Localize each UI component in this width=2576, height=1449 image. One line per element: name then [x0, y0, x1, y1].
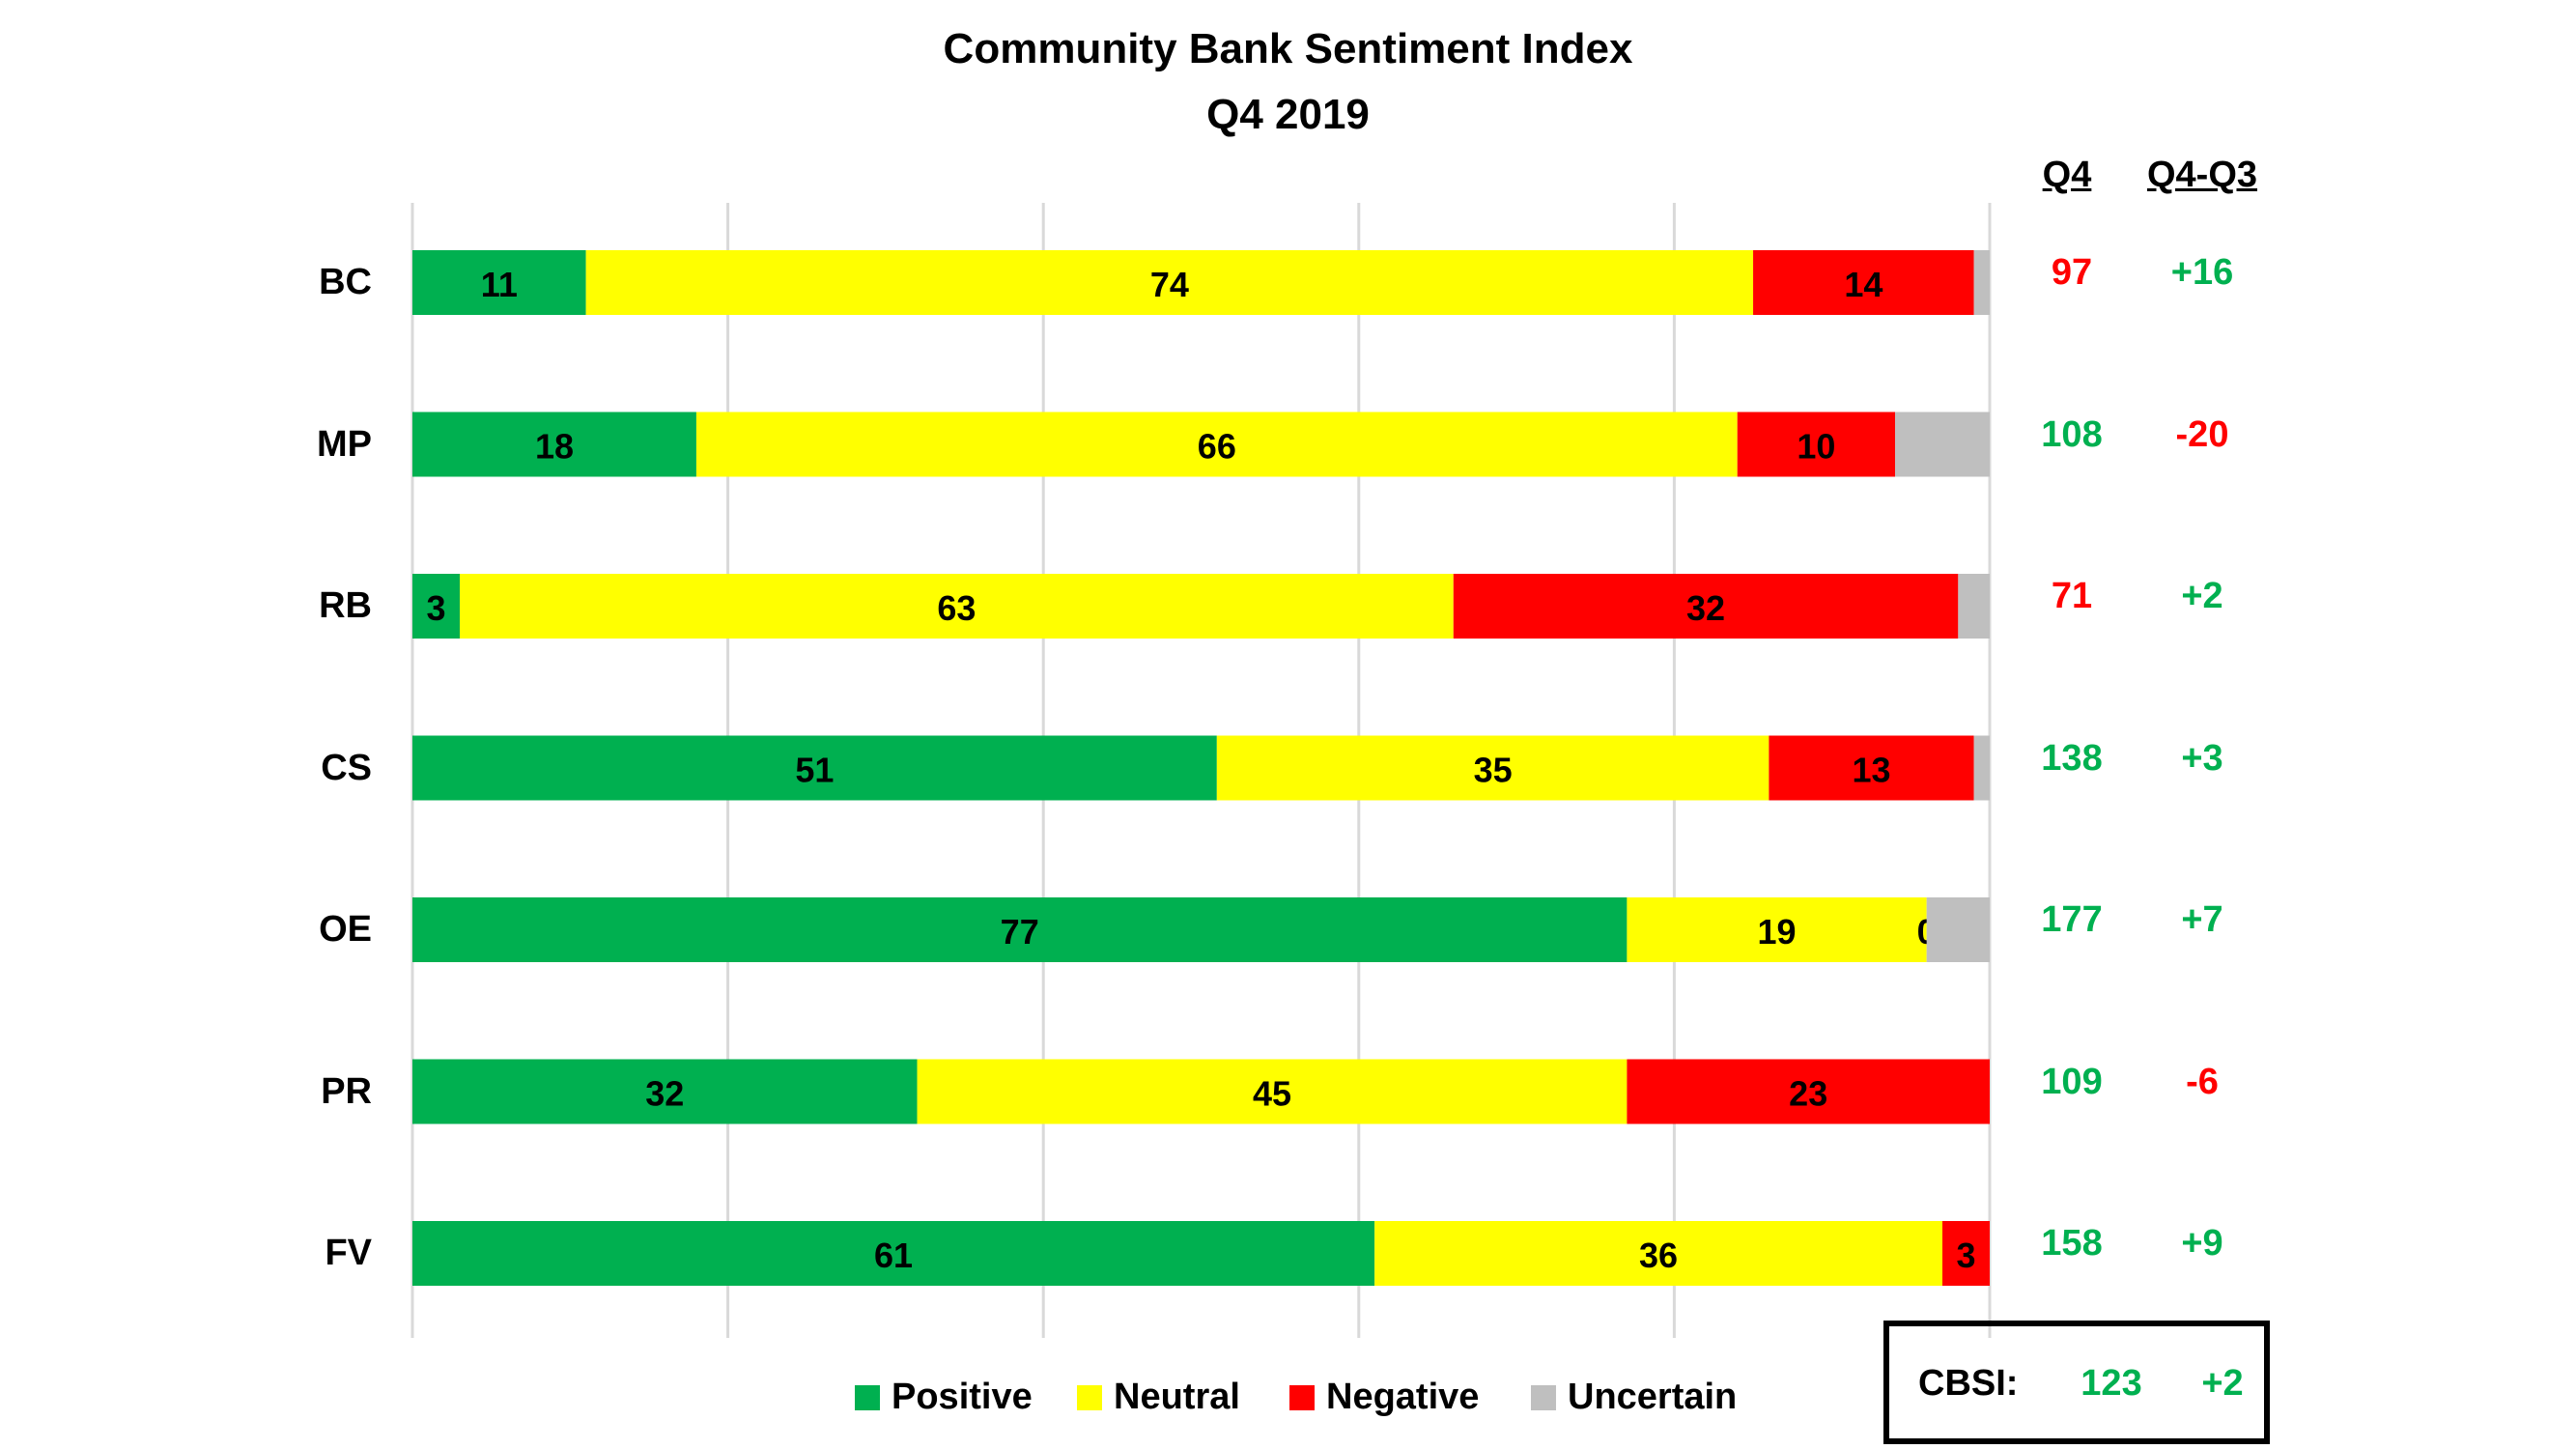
delta-value: +9 [2181, 1223, 2223, 1264]
data-label: 74 [1150, 265, 1189, 304]
data-label: 19 [1758, 912, 1797, 952]
summary-box: CBSI: 123 +2 [1883, 1321, 2270, 1444]
data-label: 66 [1198, 427, 1236, 467]
data-label: 61 [874, 1236, 913, 1275]
summary-q4-value: 123 [2081, 1363, 2142, 1404]
legend-swatch [1077, 1384, 1102, 1410]
delta-value: -6 [2186, 1061, 2219, 1102]
bar-segment-neutral [917, 1059, 1628, 1124]
bar-segment-negative [1753, 250, 1974, 315]
q4-value: 158 [2041, 1223, 2103, 1264]
bar-segment-positive [412, 1221, 1375, 1286]
data-label: 23 [1789, 1074, 1827, 1114]
legend: Positive Neutral Negative Uncertain [0, 1377, 2576, 1435]
delta-value: +2 [2181, 576, 2223, 616]
bar-segment-uncertain [1895, 412, 1990, 477]
category-label: OE [319, 909, 372, 950]
data-label: 32 [645, 1074, 684, 1114]
delta-column-header: Q4-Q3 [2146, 155, 2258, 195]
legend-swatch [855, 1384, 880, 1410]
q4-value: 109 [2041, 1061, 2103, 1102]
bar-segment-negative [1453, 574, 1959, 639]
q4-value: 177 [2041, 899, 2103, 940]
data-label: 77 [1001, 912, 1039, 952]
chart-title: Community Bank Sentiment Index [943, 25, 1633, 72]
category-label: PR [321, 1070, 372, 1112]
bar-segment-negative [1737, 412, 1896, 477]
data-label: 18 [535, 427, 574, 467]
bar-segment-uncertain [1973, 735, 1990, 801]
legend-label: Neutral [1114, 1377, 1240, 1417]
chart-subtitle: Q4 2019 [1206, 91, 1370, 138]
category-label: FV [325, 1233, 372, 1273]
data-label: 32 [1686, 588, 1725, 628]
bar-segment-positive [412, 1059, 918, 1124]
data-label: 35 [1474, 751, 1513, 790]
bar-segment-neutral [585, 250, 1754, 315]
bar-segment-uncertain [1958, 574, 1990, 639]
data-label: 13 [1853, 751, 1891, 790]
data-label: 10 [1797, 427, 1835, 467]
delta-value: +16 [2170, 252, 2234, 293]
bar-segment-positive [412, 735, 1217, 801]
legend-label: Uncertain [1568, 1377, 1738, 1417]
data-label: 3 [1956, 1236, 1975, 1275]
summary-delta-value: +2 [2201, 1363, 2244, 1404]
legend-item-neutral: Neutral [1077, 1377, 1240, 1418]
legend-swatch [1289, 1384, 1315, 1410]
bar-segment-neutral [1216, 735, 1769, 801]
bar-segment-positive [412, 897, 1628, 962]
data-label: 45 [1253, 1074, 1291, 1114]
category-label: BC [319, 262, 372, 302]
bar-segment-negative [1769, 735, 1974, 801]
delta-value: -20 [2175, 413, 2229, 455]
data-label: 51 [795, 751, 834, 790]
category-label: MP [317, 423, 372, 465]
legend-label: Negative [1326, 1377, 1480, 1417]
data-label: 11 [481, 265, 518, 304]
legend-item-positive: Positive [855, 1377, 1033, 1418]
bar-segment-positive [412, 574, 460, 639]
bar-segment-positive [412, 412, 696, 477]
bar-segment-neutral [695, 412, 1738, 477]
bar-segment-neutral [459, 574, 1454, 639]
q4-column-header: Q4 [2042, 155, 2092, 195]
legend-item-uncertain: Uncertain [1531, 1377, 1737, 1418]
bar-segment-uncertain [1926, 897, 1990, 962]
q4-value: 138 [2041, 737, 2103, 779]
legend-item-negative: Negative [1289, 1377, 1479, 1418]
q4-value: 97 [2051, 252, 2093, 293]
category-label: CS [321, 747, 372, 788]
category-label: RB [319, 585, 372, 626]
bar-segment-negative [1627, 1059, 1990, 1124]
q4-value: 71 [2051, 576, 2093, 616]
bar-segment-neutral [1627, 897, 1927, 962]
data-label: 14 [1844, 265, 1882, 304]
data-label: 63 [937, 588, 976, 628]
bar-segment-positive [412, 250, 586, 315]
summary-label: CBSI: [1918, 1363, 2019, 1404]
bar-segment-negative [1942, 1221, 1990, 1286]
bar-segment-neutral [1374, 1221, 1943, 1286]
q4-value: 108 [2041, 413, 2103, 455]
legend-label: Positive [892, 1377, 1033, 1417]
bar-segment-uncertain [1973, 250, 1990, 315]
delta-value: +3 [2181, 737, 2223, 779]
legend-swatch [1531, 1384, 1556, 1410]
delta-value: +7 [2181, 899, 2223, 940]
data-label: 36 [1639, 1236, 1678, 1275]
data-label: 3 [426, 588, 445, 628]
